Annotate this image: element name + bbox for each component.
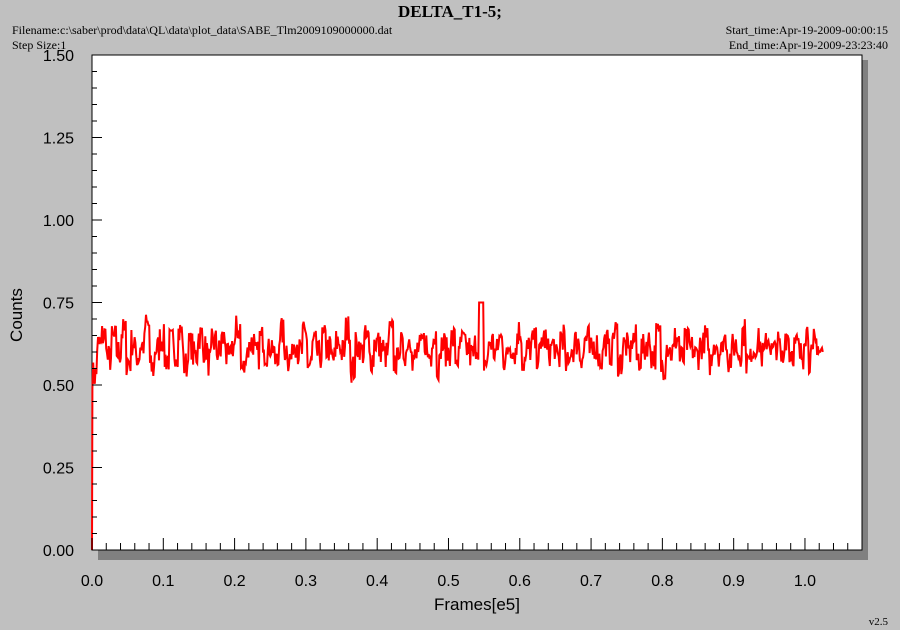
x-tick-label: 0.7 <box>580 573 602 590</box>
series-line <box>91 301 824 551</box>
axes-layer: 0.00 0.25 0.50 0.75 1.00 1.25 1.50 0.0 0.1 0.2 0.3… <box>43 48 849 590</box>
filename-label: Filename:c:\saber\prod\data\QL\data\plot… <box>12 23 393 37</box>
x-tick-label: 0.9 <box>723 573 745 590</box>
chart-title: DELTA_T1-5; <box>398 2 502 21</box>
x-tick-label: 0.6 <box>509 573 531 590</box>
x-axis-title: Frames[e5] <box>434 595 520 614</box>
y-tick-label: 1.50 <box>43 48 74 65</box>
x-tick-label: 0.4 <box>366 573 388 590</box>
version-label: v2.5 <box>868 616 888 628</box>
x-tick-label: 1.0 <box>794 573 816 590</box>
y-tick-label: 0.25 <box>43 461 74 478</box>
step-size-label: Step Size:1 <box>12 38 67 52</box>
y-tick-label: 0.00 <box>43 543 74 560</box>
x-tick-label: 0.0 <box>81 573 103 590</box>
plot-area <box>91 54 863 551</box>
series-layer <box>91 301 824 551</box>
x-tick-label: 0.3 <box>295 573 317 590</box>
y-tick-label: 1.00 <box>43 213 74 230</box>
x-tick-label: 0.8 <box>651 573 673 590</box>
start-time-label: Start_time:Apr-19-2009-00:00:15 <box>725 23 888 37</box>
x-tick-label: 0.2 <box>223 573 245 590</box>
y-tick-label: 1.25 <box>43 131 74 148</box>
y-tick-label: 0.50 <box>43 378 74 395</box>
end-time-label: End_time:Apr-19-2009-23:23:40 <box>728 38 888 52</box>
x-tick-label: 0.5 <box>437 573 459 590</box>
x-tick-label: 0.1 <box>152 573 174 590</box>
y-axis-title: Counts <box>7 288 26 342</box>
y-tick-label: 0.75 <box>43 296 74 313</box>
